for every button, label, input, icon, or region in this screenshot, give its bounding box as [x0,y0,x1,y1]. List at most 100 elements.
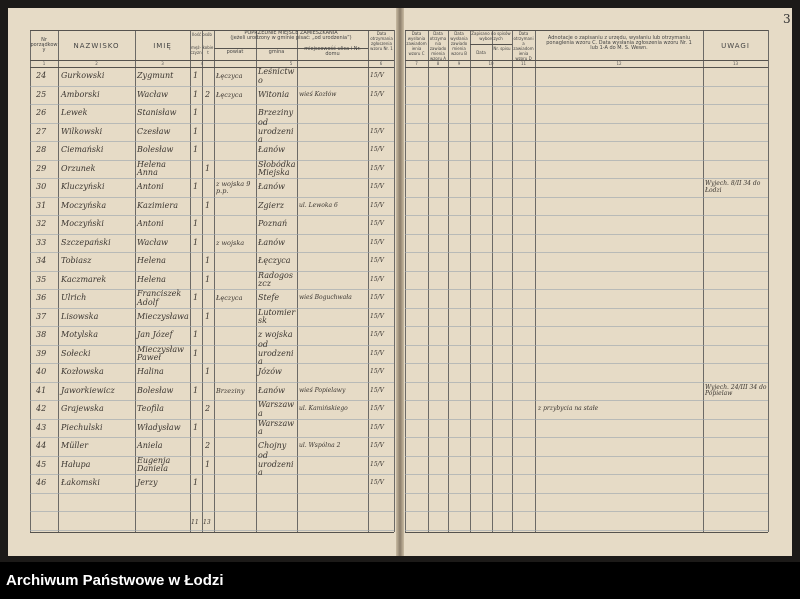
row-data: 15/V [370,201,384,209]
column-rule [512,30,513,532]
row-rule [405,289,768,290]
row-rule [405,418,768,420]
row-nr: 31 [36,200,47,210]
column-number: 8 [436,61,440,66]
row-imie: Władysław [137,422,181,432]
row-k: 1 [205,274,211,284]
row-nr: 28 [36,145,47,155]
row-nazwisko: Moczyński [61,219,104,229]
row-data: 15/V [370,479,384,487]
header-col7: Data wysłania zawiadomienia wzoru C [406,31,427,56]
row-data: 15/V [370,275,384,283]
row-powiat: z wojska 9 p.p. [216,179,251,195]
table-border [30,67,394,68]
row-nr: 41 [36,385,47,395]
column-number: 1 [42,61,46,66]
row-m: 1 [193,89,199,99]
row-imie: Mieczysław Paweł [137,344,185,362]
row-nr: 46 [36,478,47,488]
row-nr: 39 [36,348,47,358]
row-data: 15/V [370,127,384,135]
row-data: 15/V [370,386,384,394]
row-rule [30,529,394,531]
row-nr: 33 [36,237,47,247]
table-border [405,67,768,68]
row-rule [405,85,768,87]
row-imie: Halina [137,367,164,377]
column-rule [703,30,704,532]
row-data: 15/V [370,442,384,450]
row-m: 1 [193,71,199,81]
row-imie: Czesław [137,126,171,136]
row-k: 1 [205,367,211,377]
column-rule [470,30,471,532]
row-nr: 24 [36,71,47,81]
header-gmina: gmina [268,49,285,55]
row-nazwisko: Kozłowska [61,367,104,377]
row-m: 1 [193,385,199,395]
row-k: 1 [205,459,211,469]
row-rule [405,215,768,216]
row-rule [30,196,394,198]
row-nazwisko: Ciemański [61,145,104,155]
row-rule [30,159,394,161]
row-ulica: ul. Kamińskiego [299,405,348,413]
row-nr: 45 [36,459,47,469]
row-rule [405,326,768,327]
row-gmina: Stefe [258,293,280,303]
row-rule [30,326,394,327]
row-data: 15/V [370,220,384,228]
row-data: 15/V [370,349,384,357]
row-nazwisko: Sołecki [61,348,91,358]
row-nazwisko: Lisowska [61,311,99,321]
row-k: 2 [205,404,211,414]
row-nr: 43 [36,422,47,432]
column-rule [190,30,191,532]
row-gmina: od urodzenia [258,118,294,145]
row-gmina: Łanów [258,145,285,155]
row-nr: 32 [36,219,47,229]
row-ulica: ul. Wspólna 2 [299,442,341,450]
column-rule [135,30,136,532]
row-rule [30,289,394,290]
row-rule [405,511,768,512]
row-rule [30,270,394,272]
row-gmina: Brzeziny [258,108,294,118]
table-border [405,30,768,31]
row-imie: Wacław [137,89,168,99]
row-imie: Antoni [137,219,164,229]
header-col11: Data otrzymania zawiadomienia wzoru D [513,31,534,61]
column-rule [428,30,429,532]
row-nazwisko: Motylska [61,330,99,340]
row-rule [30,344,394,346]
row-data: 15/V [370,423,384,431]
row-m: 1 [193,108,199,118]
row-gmina: Józów [258,367,282,377]
row-nazwisko: Tobiasz [61,256,92,266]
row-nr: 29 [36,163,47,173]
row-imie: Eugenja Daniela [137,455,171,473]
row-ulica: wieś Boguchwała [299,294,352,302]
row-data: 15/V [370,146,384,154]
row-imie: Franciszek Adolf [137,289,182,307]
row-nazwisko: Szczepański [61,237,111,247]
row-nazwisko: Grajewska [61,404,104,414]
row-imie: Zygmunt [137,71,174,81]
column-number: 6 [379,61,383,66]
row-rule [405,233,768,235]
row-nazwisko: Kluczyński [61,182,105,192]
archive-credit: Archiwum Państwowe w Łodzi [6,572,224,589]
column-rule [256,30,257,532]
row-k: 1 [205,256,211,266]
row-imie: Teofila [137,404,164,414]
header-col6: Data otrzymania zgłoszenia wzoru Nr. 1 [370,31,393,51]
column-number: 9 [457,61,461,66]
row-nazwisko: Kaczmarek [61,274,107,284]
row-gmina: Łęczyca [258,256,291,266]
row-nr: 38 [36,330,47,340]
row-gmina: Łanów [258,182,285,192]
column-number: 13 [732,61,739,66]
row-nr: 27 [36,126,47,136]
row-ulica: ul. Lewoka 6 [299,201,338,209]
row-rule [30,122,394,124]
